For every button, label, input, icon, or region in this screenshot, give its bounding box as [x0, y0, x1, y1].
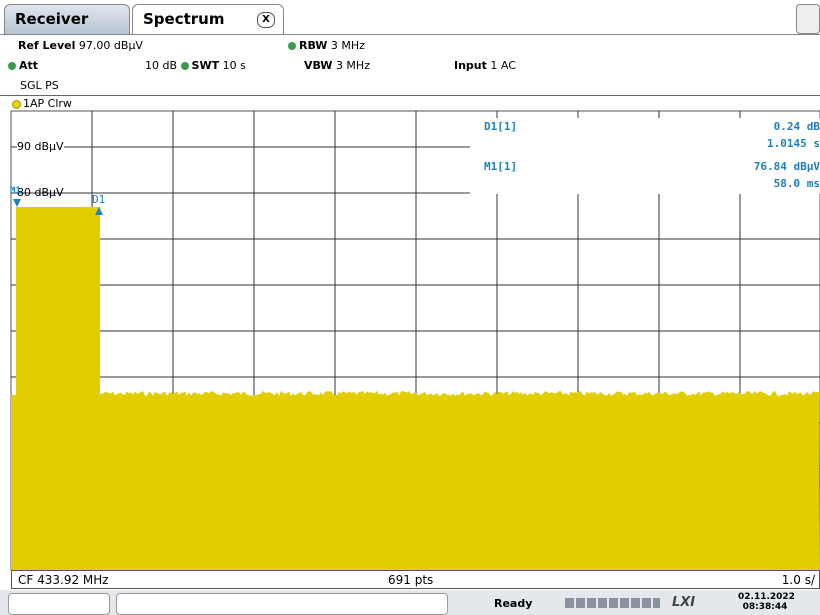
- close-button[interactable]: X: [257, 12, 275, 28]
- progress: [565, 598, 660, 608]
- tab[interactable]: Receiver: [4, 4, 130, 34]
- date: 02.11.2022: [738, 592, 795, 602]
- vbw: VBW 3 MHz: [304, 59, 370, 72]
- time: 08:38:44: [742, 602, 788, 612]
- marker-table: D1[1] 0.24 dB 1.0145 s M1[1] 76.84 dBµV …: [470, 118, 820, 194]
- center-freq: CF 433.92 MHz: [18, 573, 109, 587]
- input: Input 1 AC: [454, 59, 516, 72]
- tab-label: Spectrum: [143, 10, 225, 28]
- y-label: 80 dBµV: [17, 186, 64, 199]
- points: 691 pts: [388, 573, 434, 587]
- logo: LXI: [672, 595, 696, 610]
- m1-marker: [13, 199, 21, 207]
- rbw: RBW 3 MHz: [288, 39, 365, 52]
- menu-icon[interactable]: [796, 4, 820, 34]
- marker-value: 76.84 dBµV: [753, 160, 820, 173]
- footer: CF 433.92 MHz 691 pts 1.0 s/: [11, 570, 820, 589]
- status-bar: Ready LXI 02.11.2022 08:38:44: [0, 590, 820, 615]
- marker-value: 58.0 ms: [773, 177, 820, 190]
- marker-value: 0.24 dB: [773, 120, 820, 133]
- m1-label: M1: [10, 186, 21, 196]
- y-label: 90 dBµV: [17, 140, 64, 153]
- status: Ready: [494, 597, 533, 610]
- ref-level: Ref Level 97.00 dBµV: [18, 39, 143, 52]
- tab-label: Receiver: [15, 10, 89, 28]
- d1-marker: [95, 207, 103, 215]
- status-box: [8, 593, 110, 615]
- tab-line: [0, 34, 820, 35]
- tab[interactable]: Spectrum X: [132, 4, 284, 34]
- d1-label: D1: [92, 193, 106, 206]
- trace: [11, 207, 820, 570]
- att: Att: [8, 59, 38, 72]
- trace-label: 1AP Clrw: [12, 97, 72, 110]
- scale: 1.0 s/: [781, 573, 815, 587]
- marker-name: M1[1]: [484, 160, 518, 173]
- status-box: [116, 593, 448, 615]
- mode: SGL PS: [20, 79, 59, 92]
- marker-name: D1[1]: [484, 120, 518, 133]
- att-value: 10 dB SWT 10 s: [145, 59, 246, 72]
- marker-value: 1.0145 s: [767, 137, 820, 150]
- separator: [0, 95, 820, 96]
